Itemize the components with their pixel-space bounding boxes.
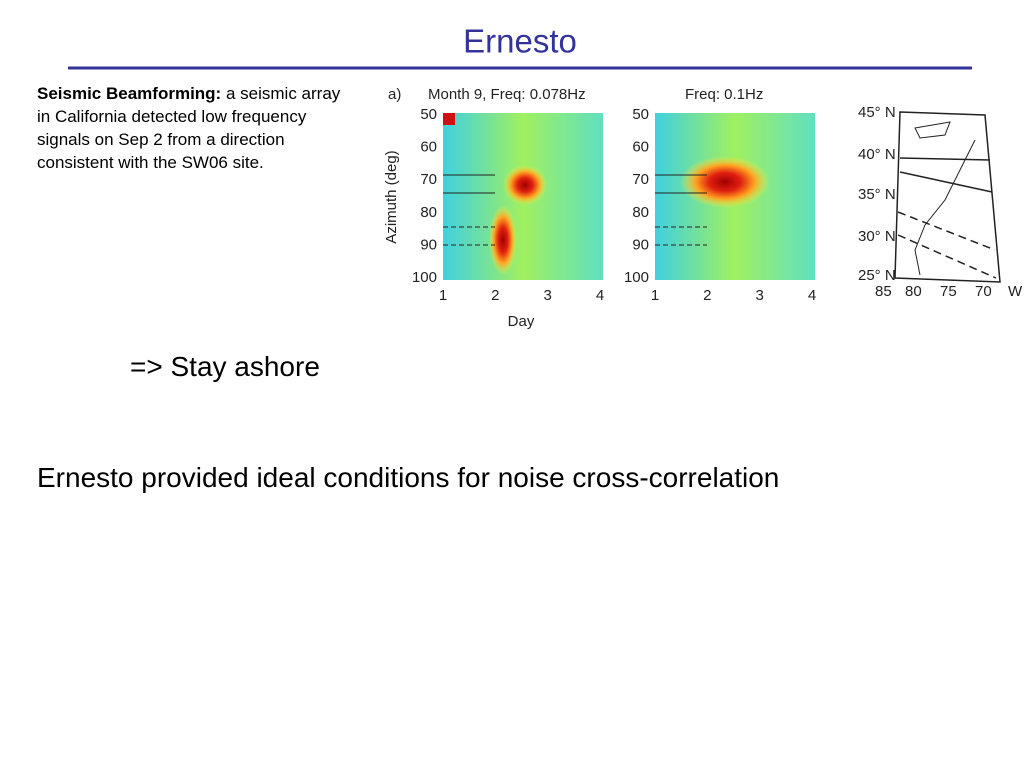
panel-label: a) bbox=[388, 86, 401, 103]
x-tick-label: 3 bbox=[543, 287, 551, 304]
map-lat-label: 25° N bbox=[858, 267, 896, 284]
lead: Seismic Beamforming: bbox=[37, 84, 222, 103]
x-tick-label: 1 bbox=[651, 287, 659, 304]
figure: a) Month 9, Freq: 0.078Hz Freq: 0.1Hz Az… bbox=[383, 86, 1023, 330]
map-lon-label: 85 bbox=[875, 283, 892, 300]
y-tick-label: 50 bbox=[420, 106, 437, 123]
y-tick-label: 80 bbox=[632, 204, 649, 221]
guide-lines bbox=[443, 174, 707, 246]
y-tick-label: 70 bbox=[632, 171, 649, 188]
y-tick-label: 70 bbox=[420, 171, 437, 188]
panel-title: Freq: 0.1Hz bbox=[685, 86, 763, 103]
hotspot bbox=[503, 165, 547, 205]
y-tick-label: 90 bbox=[632, 236, 649, 253]
hotspot bbox=[443, 113, 455, 125]
x-axis-label: Day bbox=[508, 313, 535, 330]
description: Seismic Beamforming: a seismic array in … bbox=[37, 82, 357, 174]
statement: Ernesto provided ideal conditions for no… bbox=[37, 462, 780, 493]
map-lat-label: 40° N bbox=[858, 146, 896, 163]
conclusion: => Stay ashore bbox=[130, 351, 320, 382]
panel-title: Month 9, Freq: 0.078Hz bbox=[428, 86, 586, 103]
x-tick-label: 4 bbox=[596, 287, 604, 304]
map-lat-label: 35° N bbox=[858, 186, 896, 203]
map-lon-label: 70 bbox=[975, 283, 992, 300]
y-tick-label: 100 bbox=[412, 269, 437, 286]
slide-title: Ernesto bbox=[463, 23, 577, 60]
map-lon-label: 75 bbox=[940, 283, 957, 300]
x-tick-label: 2 bbox=[703, 287, 711, 304]
y-tick-label: 80 bbox=[420, 204, 437, 221]
hotspot bbox=[489, 205, 517, 275]
map-lat-label: 30° N bbox=[858, 228, 896, 245]
y-tick-label: 100 bbox=[624, 269, 649, 286]
hotspot bbox=[680, 156, 770, 208]
y-tick-label: 60 bbox=[632, 139, 649, 156]
map-lon-label: W bbox=[1008, 283, 1023, 300]
y-tick-label: 60 bbox=[420, 139, 437, 156]
map bbox=[894, 111, 1001, 283]
description-text: a seismic array in California detected l… bbox=[37, 84, 341, 172]
map-lon-label: 80 bbox=[905, 283, 922, 300]
map-lat-label: 45° N bbox=[858, 104, 896, 121]
x-tick-label: 2 bbox=[491, 287, 499, 304]
y-tick-label: 90 bbox=[420, 236, 437, 253]
x-tick-label: 3 bbox=[755, 287, 763, 304]
x-tick-label: 4 bbox=[808, 287, 816, 304]
y-axis-label: Azimuth (deg) bbox=[383, 150, 400, 243]
x-tick-label: 1 bbox=[439, 287, 447, 304]
y-tick-label: 50 bbox=[632, 106, 649, 123]
